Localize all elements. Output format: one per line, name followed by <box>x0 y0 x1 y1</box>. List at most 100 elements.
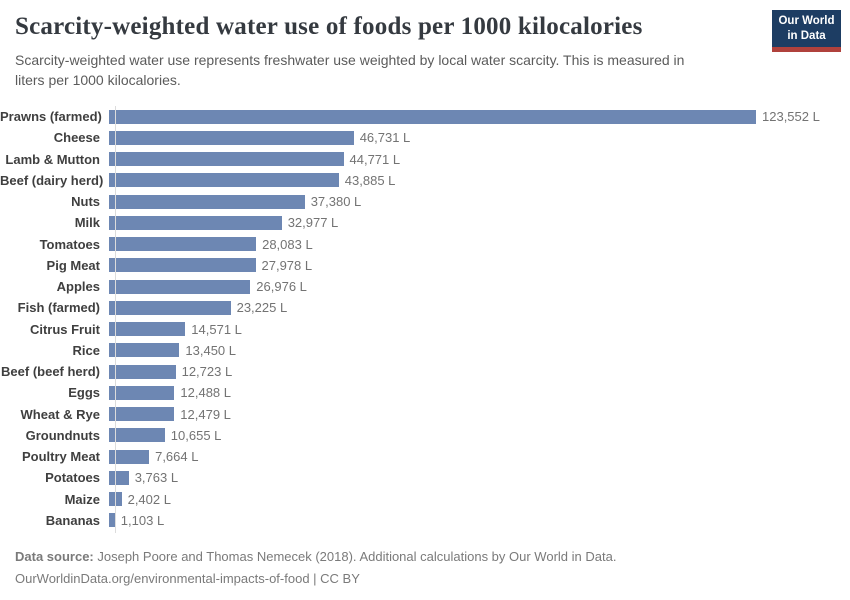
category-label: Citrus Fruit <box>29 321 100 337</box>
bar <box>109 237 257 252</box>
category-label: Poultry Meat <box>21 449 100 465</box>
page-title: Scarcity-weighted water use of foods per… <box>15 13 643 40</box>
value-label: 28,083 L <box>262 236 313 252</box>
bar-track: 28,083 L <box>108 234 850 255</box>
bar-row: Poultry Meat 7,664 L <box>0 446 850 467</box>
data-source-label: Data source: <box>15 549 94 564</box>
bar <box>109 300 231 315</box>
bar-track: 13,450 L <box>108 340 850 361</box>
value-label: 46,731 L <box>359 130 411 146</box>
bar-track: 14,571 L <box>108 319 850 340</box>
category-label: Maize <box>64 491 100 507</box>
bar-track: 12,488 L <box>108 382 850 403</box>
category-label: Beef (beef herd) <box>1 364 100 380</box>
value-label: 32,977 L <box>287 215 339 231</box>
bar <box>109 343 180 358</box>
value-label: 1,103 L <box>120 512 165 528</box>
bar-row: Potatoes 3,763 L <box>0 467 850 488</box>
chart-footer: Data source: Joseph Poore and Thomas Nem… <box>15 546 835 590</box>
category-label: Prawns (farmed) <box>0 109 102 125</box>
bar-track: 23,225 L <box>108 297 850 318</box>
bar-row: Fish (farmed) 23,225 L <box>0 297 850 318</box>
bar-row: Eggs 12,488 L <box>0 382 850 403</box>
bar-track: 43,885 L <box>108 170 850 191</box>
category-label: Potatoes <box>45 470 100 486</box>
bar-row: Citrus Fruit 14,571 L <box>0 319 850 340</box>
bar <box>109 449 150 464</box>
bar <box>109 258 256 273</box>
value-label: 23,225 L <box>236 300 288 316</box>
bar <box>109 152 344 167</box>
bar-track: 123,552 L <box>108 106 850 127</box>
bar-track: 32,977 L <box>108 212 850 233</box>
bar-track: 12,479 L <box>108 404 850 425</box>
bar-row: Beef (dairy herd) 43,885 L <box>0 170 850 191</box>
bar-track: 7,664 L <box>108 446 850 467</box>
owid-logo-line1: Our World <box>778 15 835 28</box>
category-label: Lamb & Mutton <box>5 151 100 167</box>
category-label: Fish (farmed) <box>17 300 100 316</box>
bar-track: 37,380 L <box>108 191 850 212</box>
owid-logo: Our World in Data <box>772 10 841 52</box>
value-label: 14,571 L <box>191 321 242 337</box>
category-label: Beef (dairy herd) <box>0 172 104 188</box>
value-label: 26,976 L <box>256 279 307 295</box>
value-label: 2,402 L <box>127 491 171 507</box>
bar-row: Rice 13,450 L <box>0 340 850 361</box>
bar <box>109 194 305 209</box>
bar-row: Wheat & Rye 12,479 L <box>0 404 850 425</box>
bar-chart: Prawns (farmed) 123,552 L Cheese 46,731 L La… <box>0 106 850 533</box>
category-label: Apples <box>56 279 100 295</box>
bar-track: 3,763 L <box>108 467 850 488</box>
bar-track: 26,976 L <box>108 276 850 297</box>
chart-header: Scarcity-weighted water use of foods per… <box>15 13 835 91</box>
value-label: 12,479 L <box>180 406 231 422</box>
bar-row: Bananas 1,103 L <box>0 510 850 531</box>
y-axis-line <box>115 106 116 533</box>
bar-track: 10,655 L <box>108 425 850 446</box>
chart-subtitle: Scarcity-weighted water use represents f… <box>15 52 685 89</box>
bar-row: Groundnuts 10,655 L <box>0 425 850 446</box>
category-label: Cheese <box>53 130 100 146</box>
category-label: Rice <box>72 342 100 358</box>
bar <box>109 407 175 422</box>
license-line: OurWorldinData.org/environmental-impacts… <box>15 571 360 586</box>
bar <box>109 364 176 379</box>
value-label: 12,488 L <box>180 385 231 401</box>
bar <box>109 385 175 400</box>
bar-row: Maize 2,402 L <box>0 489 850 510</box>
bar-rows-container: Prawns (farmed) 123,552 L Cheese 46,731 L La… <box>0 106 850 531</box>
data-source-line: Data source: Joseph Poore and Thomas Nem… <box>15 546 835 568</box>
value-label: 3,763 L <box>134 470 179 486</box>
category-label: Groundnuts <box>25 427 100 443</box>
bar-track: 12,723 L <box>108 361 850 382</box>
bar-row: Milk 32,977 L <box>0 212 850 233</box>
value-label: 123,552 L <box>762 109 820 125</box>
bar-row: Pig Meat 27,978 L <box>0 255 850 276</box>
bar-row: Nuts 37,380 L <box>0 191 850 212</box>
category-label: Wheat & Rye <box>20 406 100 422</box>
value-label: 44,771 L <box>349 151 401 167</box>
bar-row: Lamb & Mutton 44,771 L <box>0 149 850 170</box>
value-label: 12,723 L <box>181 364 233 380</box>
category-label: Eggs <box>68 385 100 401</box>
value-label: 43,885 L <box>344 172 396 188</box>
value-label: 27,978 L <box>261 257 313 273</box>
bar <box>109 322 186 337</box>
bar-row: Beef (beef herd) 12,723 L <box>0 361 850 382</box>
category-label: Tomatoes <box>39 236 100 252</box>
bar <box>109 173 339 188</box>
bar <box>109 470 129 485</box>
value-label: 37,380 L <box>310 194 362 210</box>
bar-row: Cheese 46,731 L <box>0 127 850 148</box>
bar-row: Prawns (farmed) 123,552 L <box>0 106 850 127</box>
value-label: 7,664 L <box>155 449 199 465</box>
bar-track: 2,402 L <box>108 489 850 510</box>
bar-track: 46,731 L <box>108 127 850 148</box>
data-source-text: Joseph Poore and Thomas Nemecek (2018). … <box>93 549 617 564</box>
bar <box>109 428 165 443</box>
bar-row: Apples 26,976 L <box>0 276 850 297</box>
bar <box>109 279 251 294</box>
category-label: Pig Meat <box>46 257 100 273</box>
bar-track: 44,771 L <box>108 149 850 170</box>
